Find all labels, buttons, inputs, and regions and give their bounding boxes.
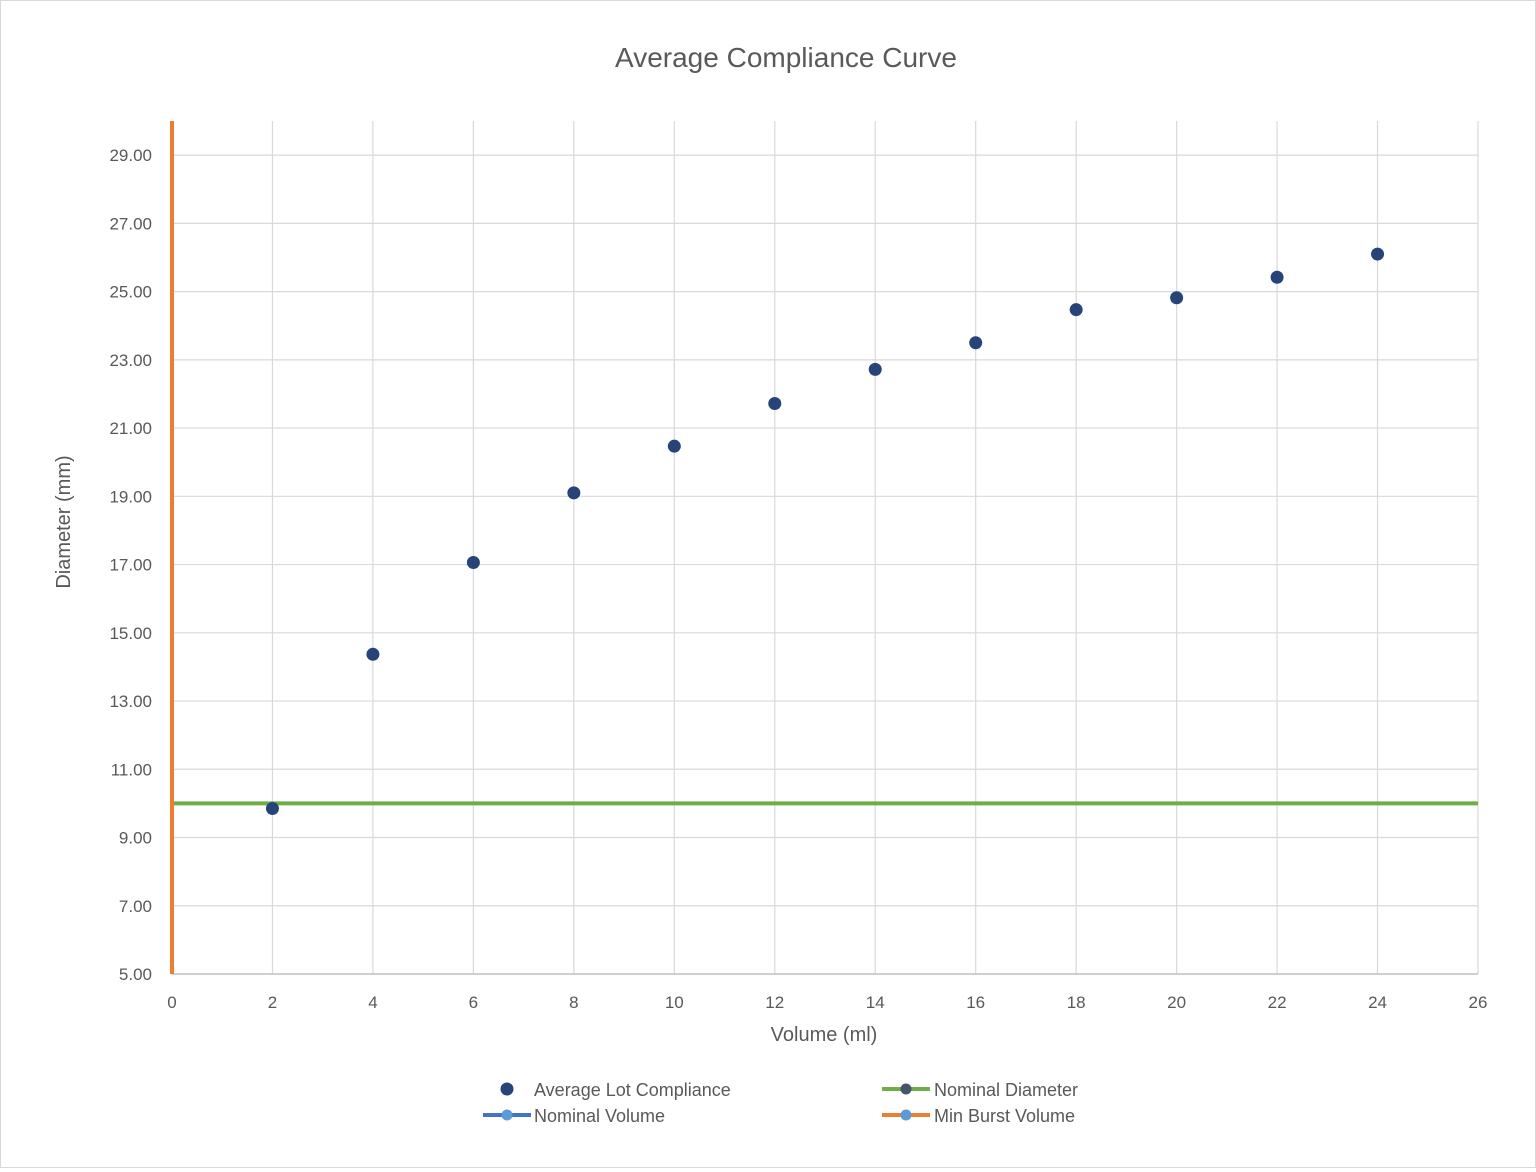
data-point — [667, 439, 681, 453]
y-tick-label: 27.00 — [109, 214, 152, 233]
y-tick-label: 19.00 — [109, 487, 152, 506]
x-tick-label: 6 — [469, 993, 478, 1012]
x-tick-label: 10 — [665, 993, 684, 1012]
data-point — [969, 336, 983, 350]
legend-symbol-average-lot-compliance — [500, 1082, 514, 1096]
legend-marker-nominal-diameter — [900, 1083, 912, 1095]
x-tick-label: 12 — [765, 993, 784, 1012]
tick-labels: 0 2 4 6 8 10 12 14 16 18 20 22 24 265.007.009.0011.00… — [109, 146, 1487, 1012]
x-tick-label: 8 — [569, 993, 578, 1012]
x-axis-label: Volume (ml) — [771, 1024, 878, 1046]
data-point — [1371, 247, 1385, 261]
y-tick-label: 17.00 — [109, 556, 152, 575]
y-tick-label: 7.00 — [119, 897, 152, 916]
grid — [172, 121, 1479, 974]
y-tick-label: 25.00 — [109, 283, 152, 302]
x-tick-label: 14 — [866, 993, 885, 1012]
y-tick-label: 11.00 — [111, 760, 152, 779]
data-point — [366, 647, 380, 661]
legend-label-nominal-volume: Nominal Volume — [534, 1106, 665, 1126]
y-tick-label: 5.00 — [119, 965, 152, 984]
y-tick-label: 29.00 — [109, 146, 152, 165]
legend-label-nominal-diameter: Nominal Diameter — [934, 1080, 1078, 1100]
legend-label-average-lot-compliance: Average Lot Compliance — [534, 1080, 731, 1100]
y-tick-label: 15.00 — [109, 624, 152, 643]
data-point — [466, 556, 480, 570]
legend: Average Lot Compliance Nominal Diameter No… — [483, 1080, 1078, 1126]
x-tick-label: 2 — [268, 993, 277, 1012]
data-point — [1270, 270, 1284, 284]
x-tick-label: 0 — [167, 993, 176, 1012]
y-tick-label: 13.00 — [109, 692, 152, 711]
y-tick-label: 9.00 — [119, 829, 152, 848]
legend-marker-min-burst-volume — [900, 1109, 912, 1121]
x-tick-label: 16 — [966, 993, 985, 1012]
data-point — [1069, 303, 1083, 317]
data-points — [265, 247, 1385, 816]
legend-marker-nominal-volume — [501, 1109, 513, 1121]
x-tick-label: 26 — [1469, 993, 1488, 1012]
data-point — [768, 397, 782, 411]
x-tick-label: 24 — [1368, 993, 1387, 1012]
x-tick-label: 22 — [1268, 993, 1287, 1012]
data-point — [265, 802, 279, 816]
series-lines — [170, 121, 1478, 974]
data-point — [868, 362, 882, 376]
data-point — [1170, 291, 1184, 305]
x-tick-label: 4 — [368, 993, 377, 1012]
y-axis-label: Diameter (mm) — [53, 455, 75, 588]
x-tick-label: 20 — [1167, 993, 1186, 1012]
y-tick-label: 23.00 — [109, 351, 152, 370]
x-tick-label: 18 — [1067, 993, 1086, 1012]
data-point — [567, 486, 581, 500]
chart-title: Average Compliance Curve — [615, 42, 957, 73]
y-tick-label: 21.00 — [109, 419, 152, 438]
legend-label-min-burst-volume: Min Burst Volume — [934, 1106, 1075, 1126]
